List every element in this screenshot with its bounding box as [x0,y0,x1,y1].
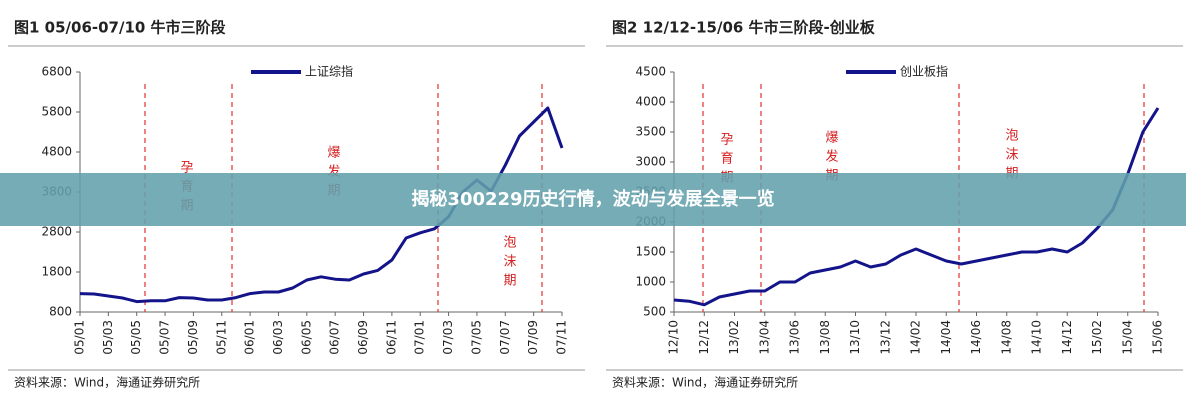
y-tick-label: 500 [643,305,666,319]
y-tick-label: 3500 [635,125,666,139]
x-tick-label: 15/06 [1151,320,1165,355]
legend-label: 上证综指 [305,64,353,79]
x-tick-label: 13/06 [788,320,802,355]
x-tick-label: 07/11 [555,320,569,355]
phase-label: 泡沫期 [1003,128,1019,185]
banner: 揭秘300229历史行情，波动与发展全景一览 [0,173,1186,226]
x-tick-label: 14/04 [939,320,953,355]
x-tick-label: 05/03 [101,320,115,355]
x-tick-label: 14/12 [1060,320,1074,355]
x-tick-label: 13/12 [878,320,892,355]
y-tick-label: 3000 [635,155,666,169]
y-tick-label: 1800 [41,265,72,279]
x-tick-label: 15/02 [1090,320,1104,355]
y-tick-label: 4000 [635,95,666,109]
x-tick-label: 06/07 [328,320,342,355]
x-tick-label: 07/09 [526,320,540,355]
x-tick-label: 05/07 [158,320,172,355]
x-tick-label: 13/10 [848,320,862,355]
legend-label: 创业板指 [900,64,948,79]
y-tick-label: 4500 [635,65,666,79]
x-tick-label: 05/09 [186,320,200,355]
x-tick-label: 07/03 [441,320,455,355]
phase-label: 泡沫期 [501,235,517,292]
y-tick-label: 4800 [41,145,72,159]
x-tick-label: 06/11 [384,320,398,355]
y-tick-label: 1500 [635,245,666,259]
x-tick-label: 05/05 [129,320,143,355]
x-tick-label: 05/01 [73,320,87,355]
x-tick-label: 13/02 [727,320,741,355]
source: 资料来源：Wind，海通证券研究所 [612,375,798,390]
x-tick-label: 06/03 [271,320,285,355]
y-tick-label: 1000 [635,275,666,289]
x-tick-label: 12/10 [667,320,681,355]
source: 资料来源：Wind，海通证券研究所 [14,375,200,390]
x-tick-label: 14/10 [1030,320,1044,355]
x-tick-label: 06/05 [299,320,313,355]
x-tick-label: 06/09 [356,320,370,355]
x-tick-label: 05/11 [214,320,228,355]
x-tick-label: 06/01 [243,320,257,355]
chart-title: 图1 05/06-07/10 牛市三阶段 [14,19,226,37]
x-tick-label: 12/12 [697,320,711,355]
series-line [673,107,1160,307]
x-tick-label: 13/04 [757,320,771,355]
x-tick-label: 07/01 [413,320,427,355]
x-tick-label: 14/06 [969,320,983,355]
x-tick-label: 13/08 [818,320,832,355]
y-tick-label: 800 [49,305,72,319]
y-tick-label: 6800 [41,65,72,79]
phase-label: 爆发期 [823,130,839,187]
x-tick-label: 15/04 [1120,320,1134,355]
y-tick-label: 2800 [41,225,72,239]
x-tick-label: 07/07 [498,320,512,355]
chart-title: 图2 12/12-15/06 牛市三阶段-创业板 [612,19,876,37]
x-tick-label: 14/08 [999,320,1013,355]
x-tick-label: 07/05 [469,320,483,355]
y-tick-label: 5800 [41,105,72,119]
x-tick-label: 14/02 [909,320,923,355]
